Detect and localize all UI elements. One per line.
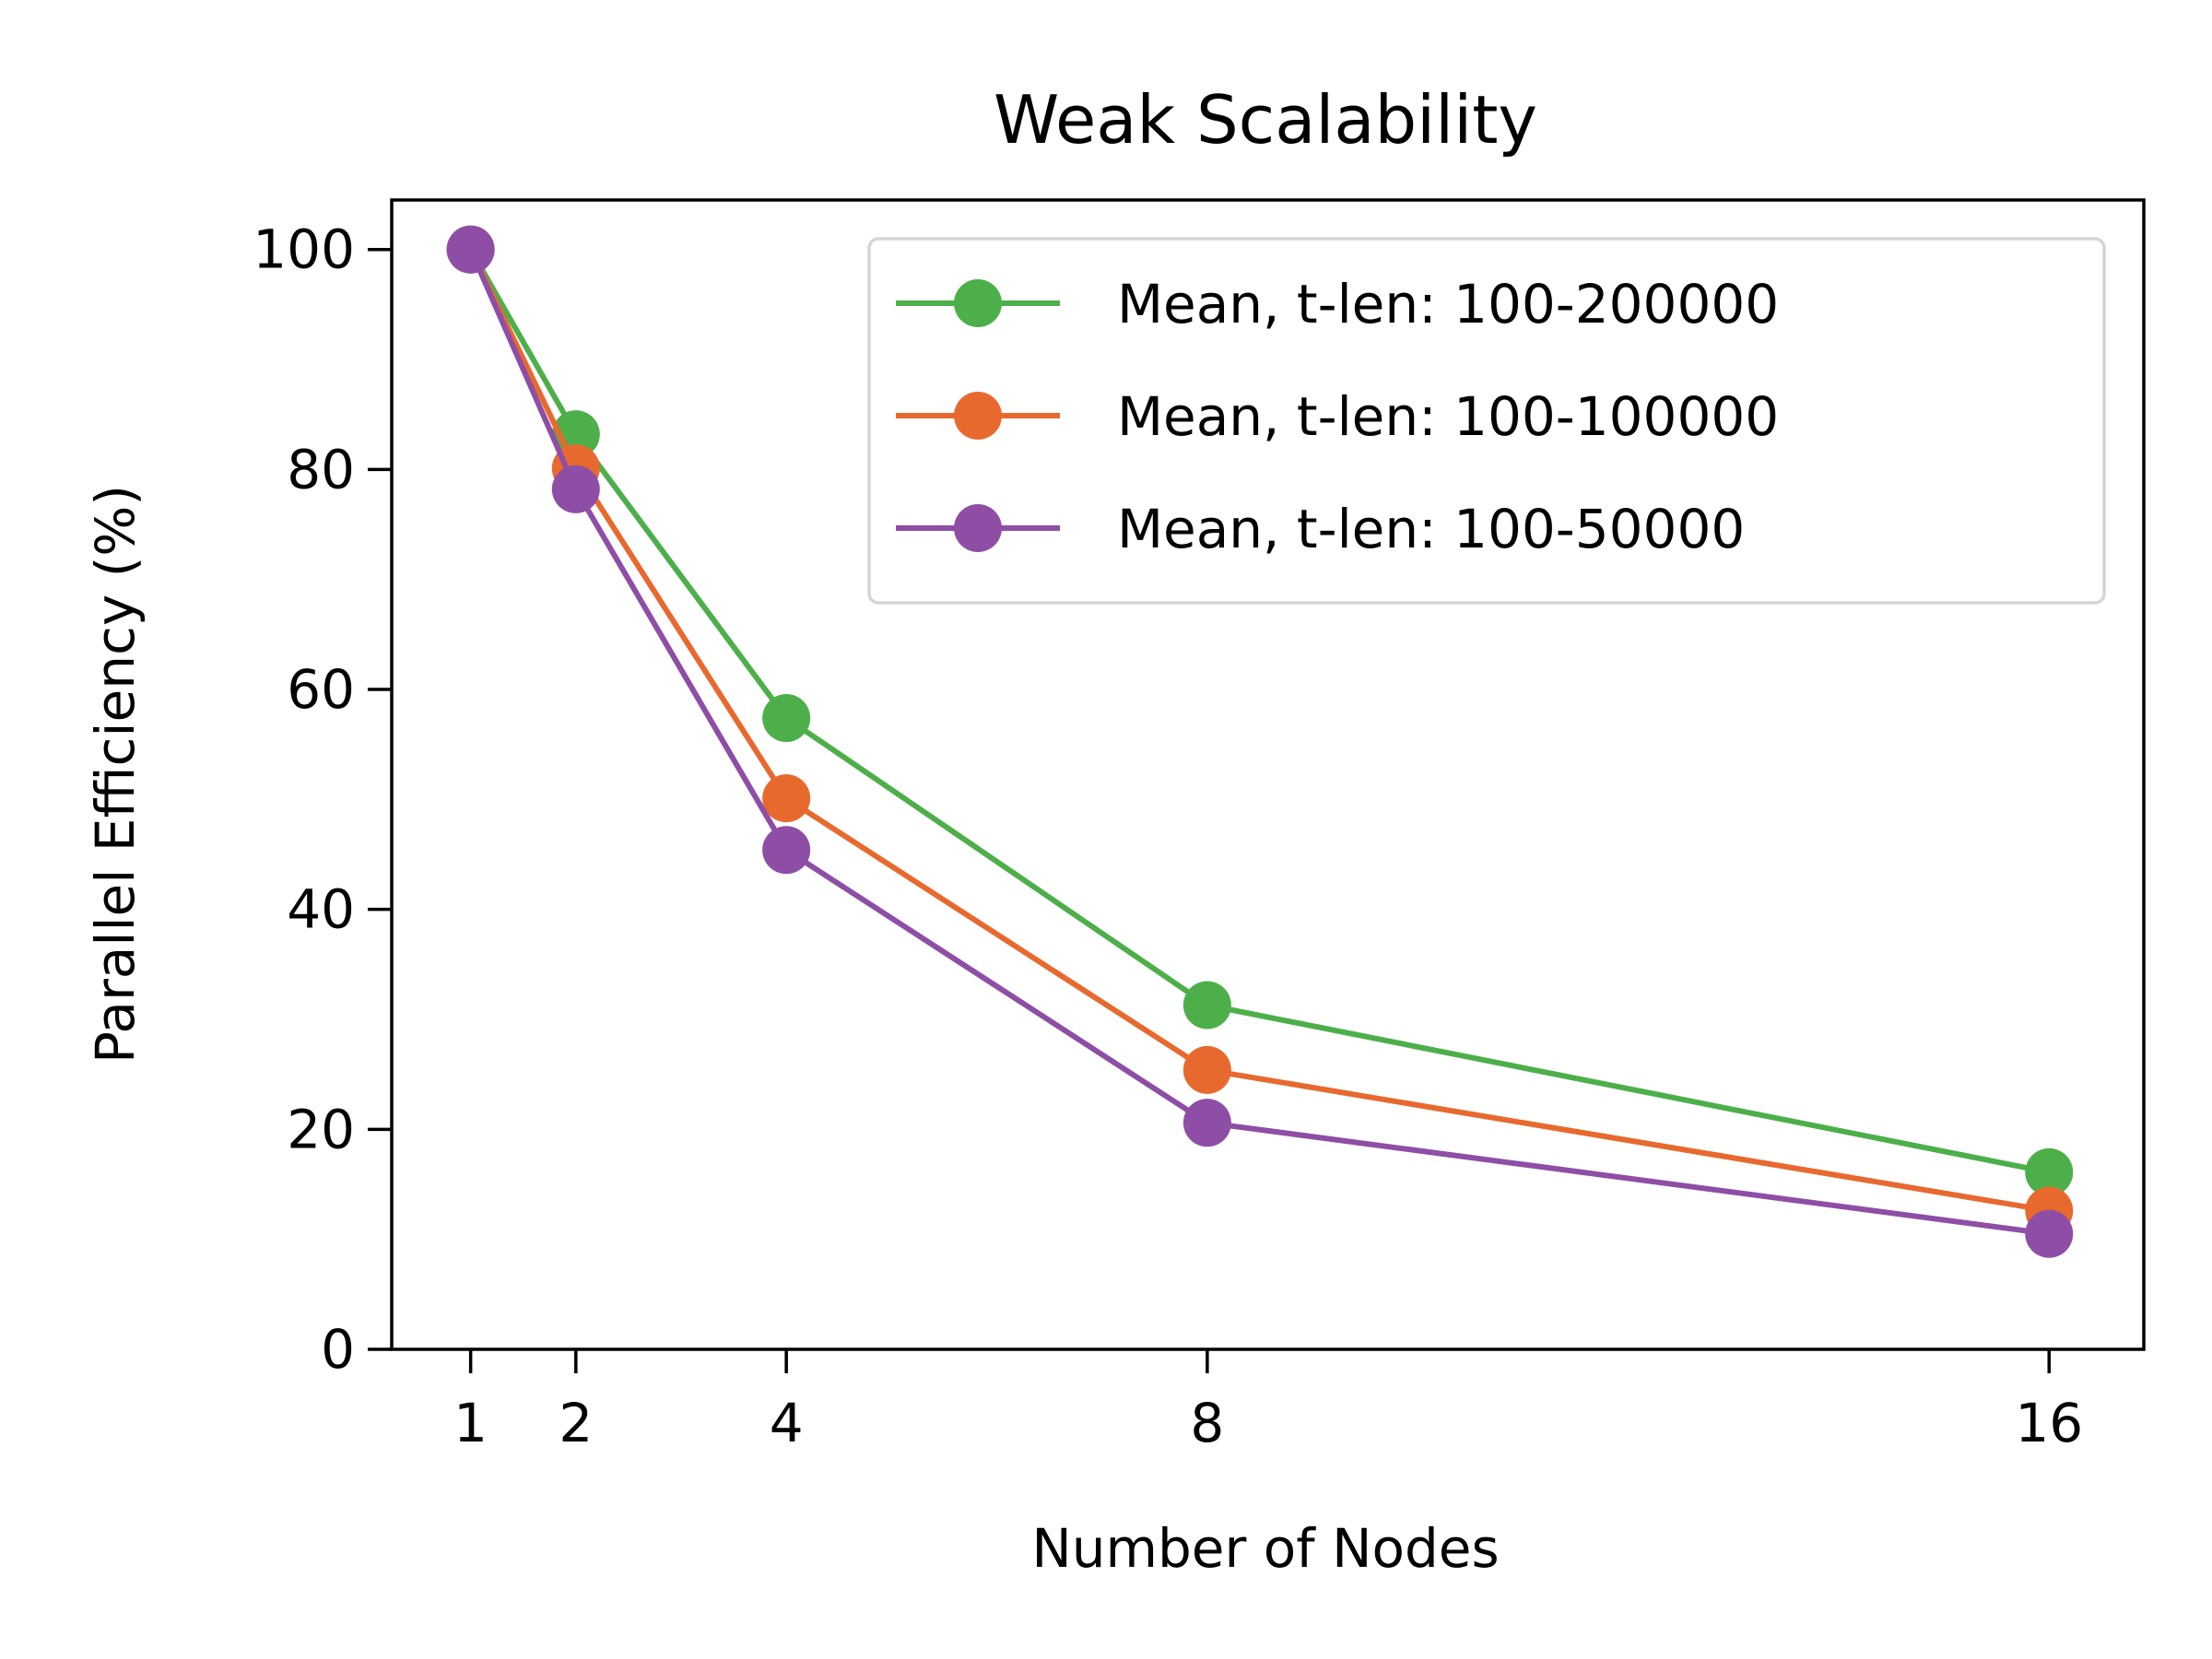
y-tick-label: 20 xyxy=(287,1098,355,1160)
legend-label: Mean, t-len: 100-100000 xyxy=(1117,385,1779,448)
x-tick-label: 2 xyxy=(559,1392,593,1454)
data-point xyxy=(762,826,811,875)
y-axis: 0 20 40 60 80 100 xyxy=(253,218,392,1381)
chart-title: Weak Scalability xyxy=(994,81,1537,159)
data-point xyxy=(1182,1045,1231,1094)
data-point xyxy=(1182,981,1231,1030)
legend: Mean, t-len: 100-200000 Mean, t-len: 100-… xyxy=(867,237,2106,605)
plot-area xyxy=(390,198,2146,1351)
x-tick-label: 4 xyxy=(770,1392,804,1454)
data-point xyxy=(1182,1099,1231,1147)
series-3 xyxy=(446,225,2074,1258)
x-tick-label: 1 xyxy=(453,1392,488,1454)
x-tick-label: 16 xyxy=(2015,1392,2083,1454)
data-point xyxy=(2025,1147,2074,1196)
data-point xyxy=(2025,1209,2074,1258)
legend-entries: Mean, t-len: 100-200000 Mean, t-len: 100-… xyxy=(896,273,1779,560)
y-axis-label: Parallel Efficiency (%) xyxy=(84,485,147,1064)
legend-swatch-marker xyxy=(954,392,1002,440)
legend-swatch-marker xyxy=(954,279,1002,327)
x-axis: 1 2 4 8 16 xyxy=(453,1349,2083,1454)
data-point xyxy=(551,465,600,513)
data-point xyxy=(762,774,811,823)
legend-entry: Mean, t-len: 100-100000 xyxy=(896,385,1779,448)
legend-frame xyxy=(867,237,2106,605)
legend-label: Mean, t-len: 100-200000 xyxy=(1117,273,1779,335)
series-layer xyxy=(446,225,2074,1258)
y-tick-label: 0 xyxy=(321,1318,355,1381)
y-tick-label: 40 xyxy=(287,878,355,941)
legend-entry: Mean, t-len: 100-200000 xyxy=(896,273,1779,335)
data-point xyxy=(762,694,811,743)
data-point xyxy=(446,225,495,274)
legend-swatch-marker xyxy=(954,504,1002,552)
y-tick-label: 100 xyxy=(253,218,355,281)
legend-entry: Mean, t-len: 100-50000 xyxy=(896,498,1745,560)
x-axis-label: Number of Nodes xyxy=(1031,1517,1499,1580)
y-tick-label: 60 xyxy=(287,658,355,721)
y-tick-label: 80 xyxy=(287,438,355,500)
x-tick-label: 8 xyxy=(1190,1392,1224,1454)
legend-label: Mean, t-len: 100-50000 xyxy=(1117,498,1745,560)
